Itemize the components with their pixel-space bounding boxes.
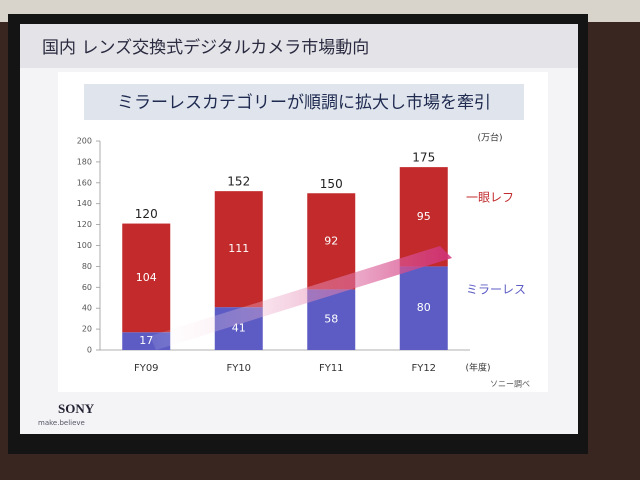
y-tick-label: 0 [87,346,92,355]
y-tick-label: 80 [82,262,92,271]
y-unit: (万台) [477,132,502,144]
bar-segment [399,266,448,350]
value-label: 17 [139,334,153,347]
slide-title: 国内 レンズ交換式デジタルカメラ市場動向 [42,37,369,58]
legend-entry: 一眼レフ [466,191,514,205]
y-tick-label: 60 [82,283,92,292]
total-label: 120 [135,207,158,221]
y-tick-label: 40 [82,304,92,313]
y-tick-label: 20 [82,325,92,334]
total-label: 150 [320,177,343,191]
bar-segment [307,193,356,290]
total-label: 175 [412,151,435,165]
title-band [20,24,578,68]
value-label: 104 [136,271,157,284]
y-tick-label: 100 [77,241,92,250]
x-unit: (年度) [465,362,490,374]
value-label: 111 [228,242,249,255]
trend-arrow [150,246,452,350]
bar-segment [214,191,263,308]
subtitle-band [84,84,524,120]
y-tick-label: 140 [77,199,92,208]
value-label: 80 [417,301,431,314]
y-tick-label: 200 [77,137,92,146]
tagline: make.believe [38,419,85,427]
value-label: 58 [324,313,338,326]
logo: SONY [58,401,95,416]
y-tick-label: 160 [77,178,92,187]
x-tick-label: FY10 [226,363,251,374]
chart-subtitle: ミラーレスカテゴリーが順調に拡大し市場を牽引 [117,92,491,113]
y-tick-label: 180 [77,157,92,166]
source-note: ソニー調べ [490,380,530,389]
x-tick-label: FY09 [134,363,159,374]
value-label: 95 [417,210,431,223]
x-tick-label: FY11 [319,363,344,374]
y-tick-label: 120 [77,220,92,229]
legend-entry: ミラーレス [466,283,526,297]
x-tick-label: FY12 [411,363,436,374]
bar-segment [122,223,171,333]
value-label: 92 [324,234,338,247]
total-label: 152 [227,175,250,189]
